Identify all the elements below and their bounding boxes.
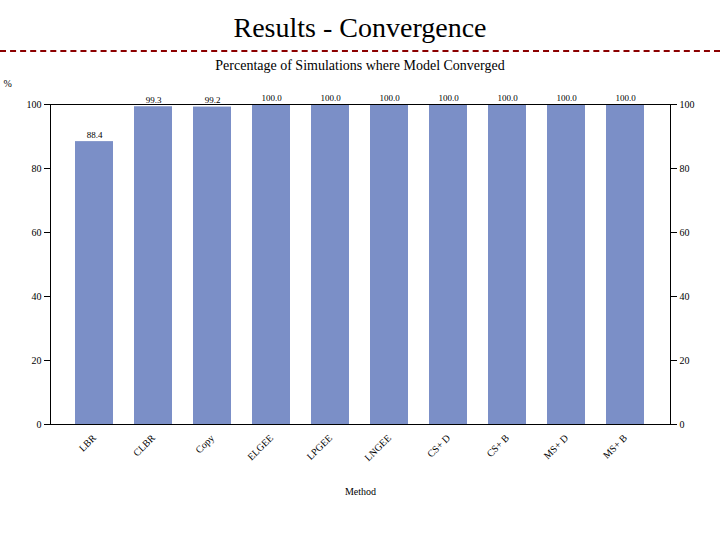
svg-text:Method: Method [345,486,376,497]
svg-text:LPGEE: LPGEE [304,432,334,462]
html-text:Results - Convergence: Results - Convergence [233,12,487,43]
svg-text:100: 100 [680,99,695,110]
svg-text:0: 0 [680,419,685,430]
svg-text:100.0: 100.0 [615,93,636,103]
svg-text:CS+ D: CS+ D [425,432,452,459]
svg-text:ELGEE: ELGEE [245,432,275,462]
svg-text:99.2: 99.2 [205,95,221,105]
svg-text:80: 80 [32,163,42,174]
html-text:Percentage of Simulations wher: Percentage of Simulations where Model Co… [215,58,505,73]
svg-text:Copy: Copy [193,432,216,455]
svg-text:CS+ B: CS+ B [484,432,511,459]
svg-text:80: 80 [680,163,690,174]
svg-text:100.0: 100.0 [556,93,577,103]
svg-text:100.0: 100.0 [320,93,341,103]
svg-text:100.0: 100.0 [379,93,400,103]
svg-text:100.0: 100.0 [261,93,282,103]
svg-text:100: 100 [27,99,42,110]
svg-text:%: % [4,78,12,89]
svg-text:LNGEE: LNGEE [362,432,393,463]
svg-text:60: 60 [680,227,690,238]
svg-text:20: 20 [32,355,42,366]
svg-text:MS+ B: MS+ B [601,432,630,461]
svg-text:CLBR: CLBR [131,432,157,458]
svg-text:40: 40 [680,291,690,302]
svg-text:88.4: 88.4 [87,130,103,140]
svg-text:99.3: 99.3 [146,95,162,105]
svg-text:20: 20 [680,355,690,366]
svg-text:0: 0 [37,419,42,430]
svg-text:100.0: 100.0 [438,93,459,103]
svg-text:60: 60 [32,227,42,238]
svg-text:LBR: LBR [77,432,99,454]
svg-text:100.0: 100.0 [497,93,518,103]
svg-text:40: 40 [32,291,42,302]
svg-text:MS+ D: MS+ D [541,432,570,461]
